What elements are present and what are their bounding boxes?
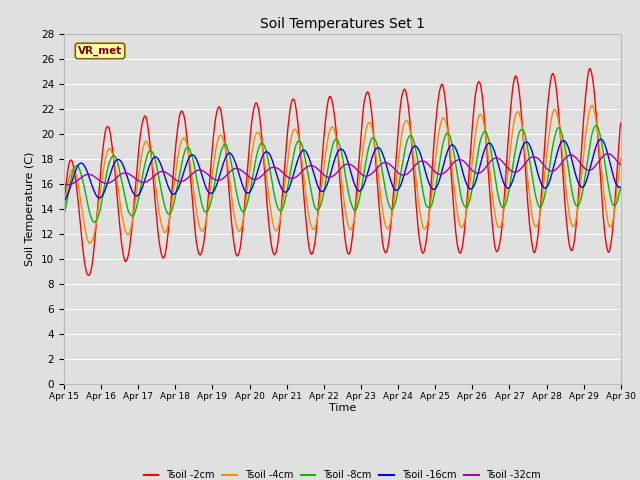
Tsoil -4cm	[60, 205, 68, 211]
Tsoil -2cm	[586, 66, 594, 72]
Tsoil -32cm	[71, 180, 79, 185]
Tsoil -16cm	[184, 157, 192, 163]
Tsoil -4cm	[185, 151, 193, 157]
Tsoil -16cm	[127, 186, 135, 192]
Legend: Tsoil -2cm, Tsoil -4cm, Tsoil -8cm, Tsoil -16cm, Tsoil -32cm: Tsoil -2cm, Tsoil -4cm, Tsoil -8cm, Tsoi…	[140, 467, 545, 480]
Tsoil -2cm	[617, 120, 625, 126]
Tsoil -8cm	[60, 211, 68, 216]
Line: Tsoil -32cm: Tsoil -32cm	[64, 154, 621, 185]
Tsoil -8cm	[90, 219, 98, 225]
Tsoil -32cm	[428, 165, 435, 170]
Tsoil -16cm	[70, 172, 78, 178]
Tsoil -16cm	[426, 183, 434, 189]
Tsoil -32cm	[411, 163, 419, 169]
Tsoil -8cm	[185, 145, 193, 151]
Tsoil -32cm	[60, 181, 68, 187]
Tsoil -8cm	[428, 204, 435, 209]
Tsoil -2cm	[411, 183, 419, 189]
Tsoil -4cm	[128, 219, 136, 225]
Tsoil -4cm	[588, 102, 596, 108]
Tsoil -16cm	[597, 136, 605, 142]
Tsoil -4cm	[70, 167, 78, 173]
X-axis label: Time: Time	[329, 403, 356, 413]
Tsoil -32cm	[185, 174, 193, 180]
Tsoil -16cm	[410, 144, 418, 149]
Tsoil -8cm	[592, 122, 600, 128]
Line: Tsoil -4cm: Tsoil -4cm	[64, 105, 621, 243]
Tsoil -2cm	[185, 153, 193, 158]
Y-axis label: Soil Temperature (C): Soil Temperature (C)	[26, 152, 35, 266]
Tsoil -32cm	[617, 162, 625, 168]
Tsoil -8cm	[214, 161, 222, 167]
Text: VR_met: VR_met	[78, 46, 122, 56]
Tsoil -4cm	[214, 136, 222, 142]
Tsoil -2cm	[128, 222, 136, 228]
Tsoil -4cm	[428, 197, 435, 203]
Tsoil -16cm	[617, 184, 625, 190]
Tsoil -32cm	[128, 173, 136, 179]
Tsoil -4cm	[617, 155, 625, 161]
Tsoil -8cm	[128, 213, 136, 219]
Tsoil -2cm	[60, 197, 68, 203]
Tsoil -2cm	[428, 182, 435, 188]
Tsoil -8cm	[70, 165, 78, 171]
Tsoil -2cm	[70, 167, 78, 173]
Tsoil -8cm	[617, 185, 625, 191]
Tsoil -8cm	[411, 143, 419, 148]
Line: Tsoil -2cm: Tsoil -2cm	[64, 69, 621, 276]
Line: Tsoil -16cm: Tsoil -16cm	[64, 139, 621, 201]
Title: Soil Temperatures Set 1: Soil Temperatures Set 1	[260, 17, 425, 31]
Tsoil -4cm	[86, 240, 93, 246]
Tsoil -16cm	[60, 198, 68, 204]
Tsoil -32cm	[214, 178, 222, 183]
Line: Tsoil -8cm: Tsoil -8cm	[64, 125, 621, 222]
Tsoil -2cm	[214, 105, 222, 111]
Tsoil -32cm	[604, 151, 611, 156]
Tsoil -4cm	[411, 166, 419, 171]
Tsoil -2cm	[85, 273, 93, 278]
Tsoil -16cm	[214, 180, 221, 186]
Tsoil -32cm	[65, 182, 72, 188]
